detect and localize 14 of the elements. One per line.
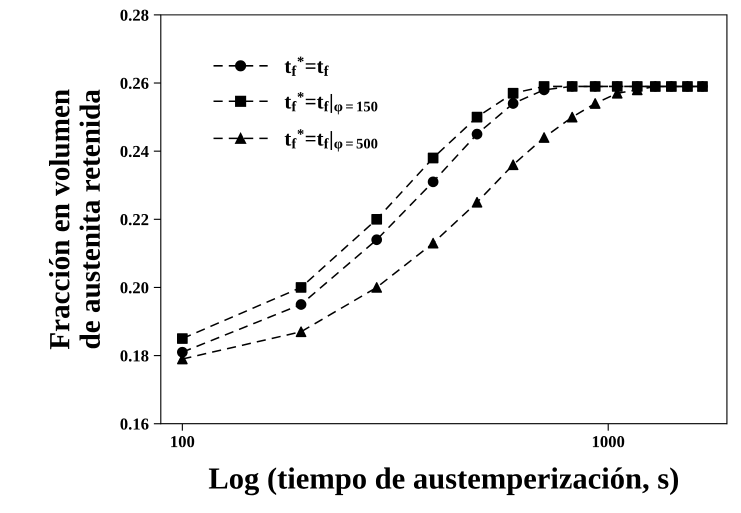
- legend-label: t$_{f}$$^{*}$=t$_{f}$: [284, 56, 329, 76]
- y-tick-label: 0.20: [120, 282, 148, 294]
- y-axis-title: Fracción en volumen de austenita retenida: [48, 89, 100, 350]
- legend-label: t$_{f}$$^{*}$=t$_{f}$|$_{φ=500}$: [284, 129, 378, 152]
- x-axis-title: Log (tiempo de austemperización, s): [208, 467, 678, 496]
- y-tick-label: 0.28: [120, 10, 148, 21]
- legend-label: t$_{f}$$^{*}$=t$_{f}$|$_{φ=150}$: [284, 92, 378, 114]
- x-tick-label: 1000: [592, 436, 624, 448]
- y-tick-label: 0.18: [120, 350, 148, 362]
- y-tick-label: 0.22: [120, 214, 148, 226]
- y-tick-label: 0.26: [120, 78, 149, 90]
- x-tick-label: 100: [171, 436, 194, 448]
- y-tick-label: 0.16: [120, 418, 149, 430]
- y-tick-label: 0.24: [120, 146, 149, 158]
